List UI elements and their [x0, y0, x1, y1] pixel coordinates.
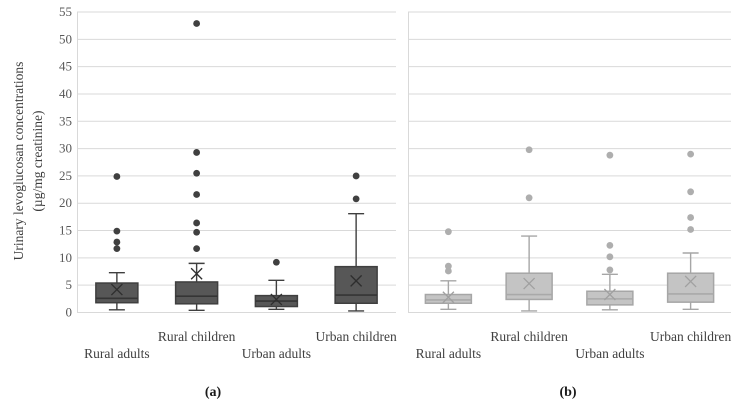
- outlier-dot: [687, 150, 695, 158]
- mean-x-marker: [603, 288, 616, 301]
- category-label-rural-adults: Rural adults: [84, 346, 150, 361]
- outlier-dot: [444, 262, 452, 270]
- y-tick-label: 5: [66, 277, 73, 292]
- outlier-dot: [193, 245, 201, 253]
- mean-x-marker: [350, 274, 363, 287]
- outlier-dot: [525, 146, 533, 154]
- category-label-urban-children: Urban children: [650, 329, 732, 344]
- outlier-dot: [687, 226, 695, 233]
- y-tick-label: 15: [59, 223, 72, 238]
- outlier-dot: [606, 266, 614, 274]
- outlier-dot: [193, 228, 201, 236]
- category-label-urban-children: Urban children: [315, 329, 397, 344]
- outlier-dot: [687, 214, 695, 221]
- mean-x-marker: [442, 291, 455, 304]
- outlier-dot: [687, 188, 695, 196]
- mean-x-marker: [190, 267, 203, 280]
- y-tick-label: 35: [59, 113, 72, 128]
- panel-caption-a: (a): [205, 385, 222, 400]
- boxplot-urban-children: [666, 150, 715, 310]
- iqr-box: [586, 290, 634, 306]
- boxplot-urban-adults: [254, 258, 299, 310]
- boxplot-rural-adults: [95, 173, 139, 311]
- y-axis-title-line1: Urinary levoglucosan concentrations: [11, 61, 26, 261]
- iqr-box: [424, 293, 473, 305]
- outlier-dot: [352, 195, 360, 203]
- y-axis-title-line2: (µg/mg creatinine): [30, 110, 45, 212]
- panel-a: 0 5 10 15 20 25 30 35 40 45 50 55 Rural adults Rural …: [59, 4, 397, 400]
- iqr-box: [174, 281, 219, 305]
- outlier-dot: [193, 149, 201, 156]
- iqr-box: [666, 272, 715, 303]
- y-tick-label: 0: [66, 305, 73, 320]
- y-tick-label: 30: [59, 141, 72, 156]
- y-tick-label: 20: [59, 195, 72, 210]
- outlier-dot: [606, 151, 614, 159]
- boxplot-rural-adults: [424, 228, 473, 310]
- category-label-rural-adults: Rural adults: [416, 346, 482, 361]
- y-tick-label: 10: [59, 250, 72, 265]
- iqr-box: [334, 265, 378, 305]
- y-tick-label: 55: [59, 4, 72, 19]
- outlier-dot: [525, 194, 533, 202]
- category-label-rural-children: Rural children: [490, 329, 568, 344]
- outlier-dot: [193, 169, 201, 177]
- y-tick-label: 25: [59, 168, 72, 183]
- category-label-rural-children: Rural children: [158, 329, 236, 344]
- mean-x-marker: [270, 293, 283, 306]
- iqr-box: [505, 272, 553, 301]
- outlier-dot: [606, 253, 614, 261]
- boxplot-rural-children: [174, 20, 219, 312]
- category-label-urban-adults: Urban adults: [242, 346, 311, 361]
- panel-b: Rural adults Rural children Urban adults Ur…: [408, 11, 732, 400]
- outlier-dot: [113, 227, 121, 235]
- outlier-dot: [272, 258, 280, 266]
- boxplot-rural-children: [505, 146, 553, 312]
- iqr-box: [95, 282, 139, 304]
- mean-x-marker: [684, 275, 697, 288]
- outlier-dot: [444, 267, 452, 275]
- outlier-dot: [193, 219, 201, 227]
- boxplot-urban-adults: [586, 151, 634, 311]
- category-label-urban-adults: Urban adults: [575, 346, 644, 361]
- outlier-dot: [444, 228, 452, 236]
- boxplot-urban-children: [334, 172, 378, 312]
- outlier-dot: [193, 20, 201, 27]
- y-tick-label: 50: [59, 31, 72, 46]
- mean-x-marker: [110, 283, 123, 296]
- outlier-dot: [113, 238, 121, 246]
- outlier-dot: [193, 191, 201, 198]
- y-axis-title: Urinary levoglucosan concentrations (µg/…: [9, 11, 47, 311]
- outlier-dot: [113, 245, 121, 253]
- y-tick-label: 45: [59, 59, 72, 74]
- outlier-dot: [352, 172, 360, 180]
- outlier-dot: [113, 173, 121, 180]
- mean-x-marker: [523, 277, 536, 290]
- panel-caption-b: (b): [559, 385, 576, 400]
- y-tick-label: 40: [59, 86, 72, 101]
- outlier-dot: [606, 241, 614, 249]
